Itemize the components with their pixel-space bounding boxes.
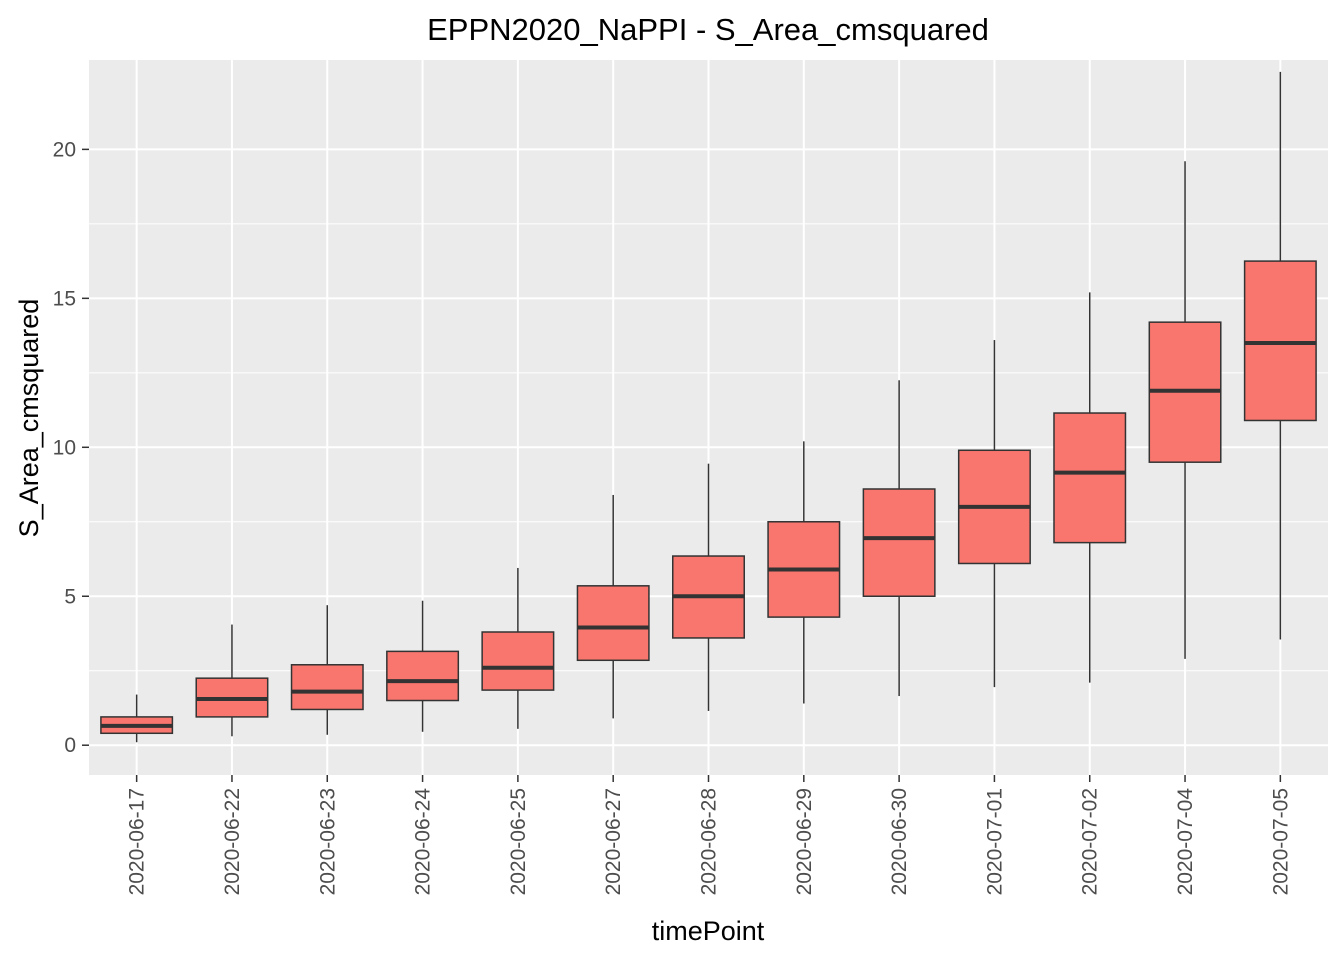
x-tick-label: 2020-06-17 <box>126 788 149 895</box>
x-tick-label: 2020-06-24 <box>412 788 435 896</box>
x-tick-label: 2020-06-27 <box>602 788 625 895</box>
box-2020-07-01 <box>957 340 1031 688</box>
y-tick-label: 10 <box>53 436 76 459</box>
box-2020-07-02 <box>1053 292 1127 683</box>
boxes <box>100 71 1317 743</box>
x-tick-label: 2020-07-04 <box>1174 788 1197 896</box>
y-tick-label: 15 <box>53 287 76 310</box>
box-2020-06-23 <box>290 605 364 735</box>
y-tick-label: 20 <box>53 138 76 161</box>
box-2020-06-17 <box>100 694 174 743</box>
box-iqr <box>862 488 936 597</box>
box-2020-06-22 <box>195 624 269 737</box>
x-tick-label: 2020-07-01 <box>983 788 1006 895</box>
box-2020-06-25 <box>481 567 555 729</box>
y-axis: 0 5 10 15 20 <box>53 138 89 757</box>
x-tick-label: 2020-06-30 <box>888 788 911 895</box>
x-tick-label: 2020-07-02 <box>1079 788 1102 895</box>
x-tick-label: 2020-06-29 <box>793 788 816 895</box>
box-2020-07-04 <box>1148 161 1222 659</box>
y-axis-title: S_Area_cmsquared <box>14 299 44 538</box>
x-axis: 2020-06-17 2020-06-22 2020-06-23 2020-06-24… <box>126 775 1292 896</box>
box-2020-07-05 <box>1243 71 1317 640</box>
box-iqr <box>290 664 364 711</box>
box-iqr <box>1053 412 1127 544</box>
box-2020-06-24 <box>386 600 460 732</box>
box-2020-06-29 <box>767 441 841 704</box>
chart-title: EPPN2020_NaPPI - S_Area_cmsquared <box>427 12 989 47</box>
box-iqr <box>386 650 460 702</box>
y-tick-label: 0 <box>64 734 76 757</box>
x-axis-title: timePoint <box>652 916 765 946</box>
box-iqr <box>576 585 650 662</box>
x-tick-label: 2020-06-23 <box>316 788 339 895</box>
box-2020-06-30 <box>862 380 936 697</box>
x-tick-label: 2020-06-28 <box>698 788 721 895</box>
y-tick-label: 5 <box>64 585 76 608</box>
box-iqr <box>1243 260 1317 422</box>
x-tick-label: 2020-06-25 <box>507 788 530 895</box>
x-tick-label: 2020-07-05 <box>1269 788 1292 895</box>
box-iqr <box>481 631 555 691</box>
x-tick-label: 2020-06-22 <box>221 788 244 895</box>
box-2020-06-27 <box>576 494 650 719</box>
box-2020-06-28 <box>672 463 745 711</box>
